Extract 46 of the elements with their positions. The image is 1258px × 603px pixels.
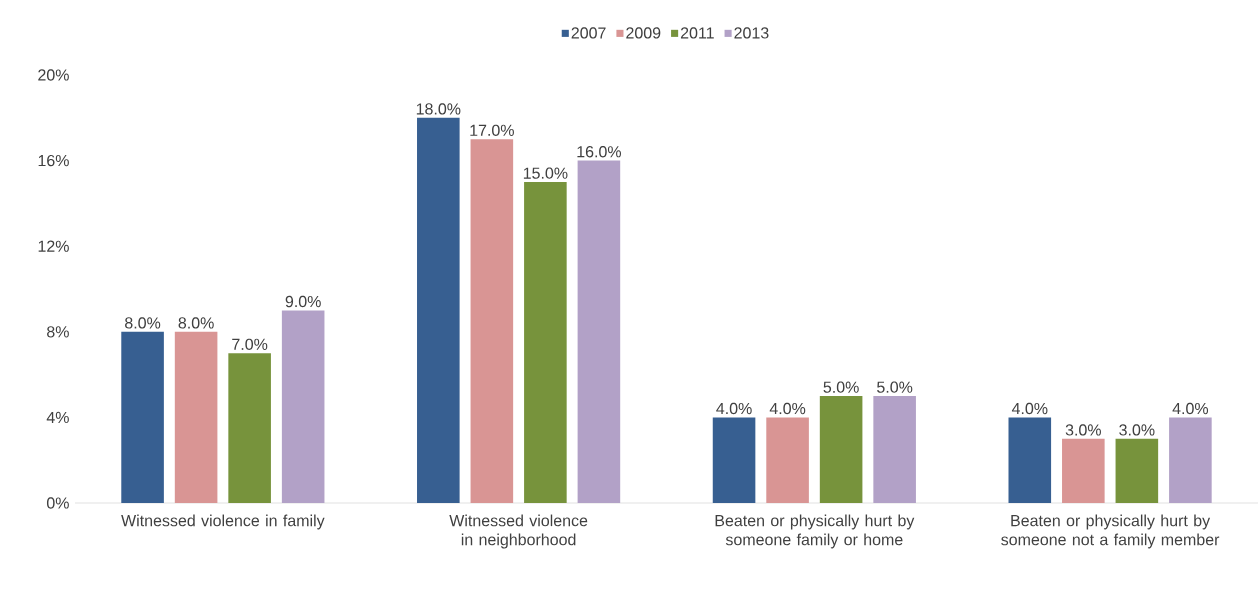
bar bbox=[470, 139, 514, 503]
y-tick-label: 16% bbox=[38, 154, 69, 167]
bar bbox=[174, 331, 218, 503]
bar bbox=[766, 417, 809, 503]
y-tick-label: 0% bbox=[46, 497, 69, 509]
data-label: 15.0% bbox=[523, 167, 568, 179]
x-tick-label: Beaten or physically hurt by someone not a family member bbox=[1001, 514, 1220, 549]
legend-label: 2011 bbox=[680, 27, 714, 39]
data-label: 4.0% bbox=[1172, 402, 1209, 415]
bar bbox=[1008, 417, 1052, 503]
data-label: 4.0% bbox=[769, 402, 806, 415]
data-label: 7.0% bbox=[232, 338, 268, 350]
data-label: 8.0% bbox=[125, 317, 161, 329]
data-label: 5.0% bbox=[877, 381, 913, 393]
bar bbox=[1062, 438, 1105, 503]
data-label: 9.0% bbox=[285, 295, 321, 308]
bar bbox=[121, 331, 164, 503]
y-tick-label: 8% bbox=[47, 326, 69, 338]
data-label: 4.0% bbox=[1011, 402, 1048, 415]
data-label: 5.0% bbox=[823, 381, 859, 393]
data-label: 16.0% bbox=[577, 146, 622, 158]
bar bbox=[1115, 438, 1159, 503]
legend-label: 2009 bbox=[626, 27, 661, 39]
data-label: 17.0% bbox=[470, 124, 514, 136]
bar bbox=[577, 160, 621, 503]
data-label: 8.0% bbox=[178, 317, 214, 329]
bar bbox=[281, 310, 325, 503]
bar bbox=[417, 117, 460, 503]
y-tick-label: 20% bbox=[38, 69, 69, 81]
data-label: 4.0% bbox=[716, 402, 752, 415]
x-tick-label: Witnessed violence in neighborhood bbox=[449, 514, 588, 549]
bar bbox=[712, 417, 756, 503]
y-tick-label: 4% bbox=[46, 411, 69, 423]
y-tick-label: 12% bbox=[38, 240, 69, 252]
legend-label: 2013 bbox=[734, 27, 769, 39]
bar bbox=[1169, 417, 1212, 503]
bar bbox=[228, 353, 271, 503]
bar bbox=[524, 182, 567, 503]
bar bbox=[819, 396, 863, 503]
x-tick-label: Witnessed violence in family bbox=[121, 514, 325, 530]
data-label: 3.0% bbox=[1119, 424, 1155, 436]
data-label: 18.0% bbox=[416, 103, 461, 115]
data-label: 3.0% bbox=[1065, 424, 1101, 436]
x-tick-label: Beaten or physically hurt by someone family or home bbox=[715, 514, 915, 549]
legend-label: 2007 bbox=[571, 27, 606, 39]
bar bbox=[873, 396, 916, 503]
